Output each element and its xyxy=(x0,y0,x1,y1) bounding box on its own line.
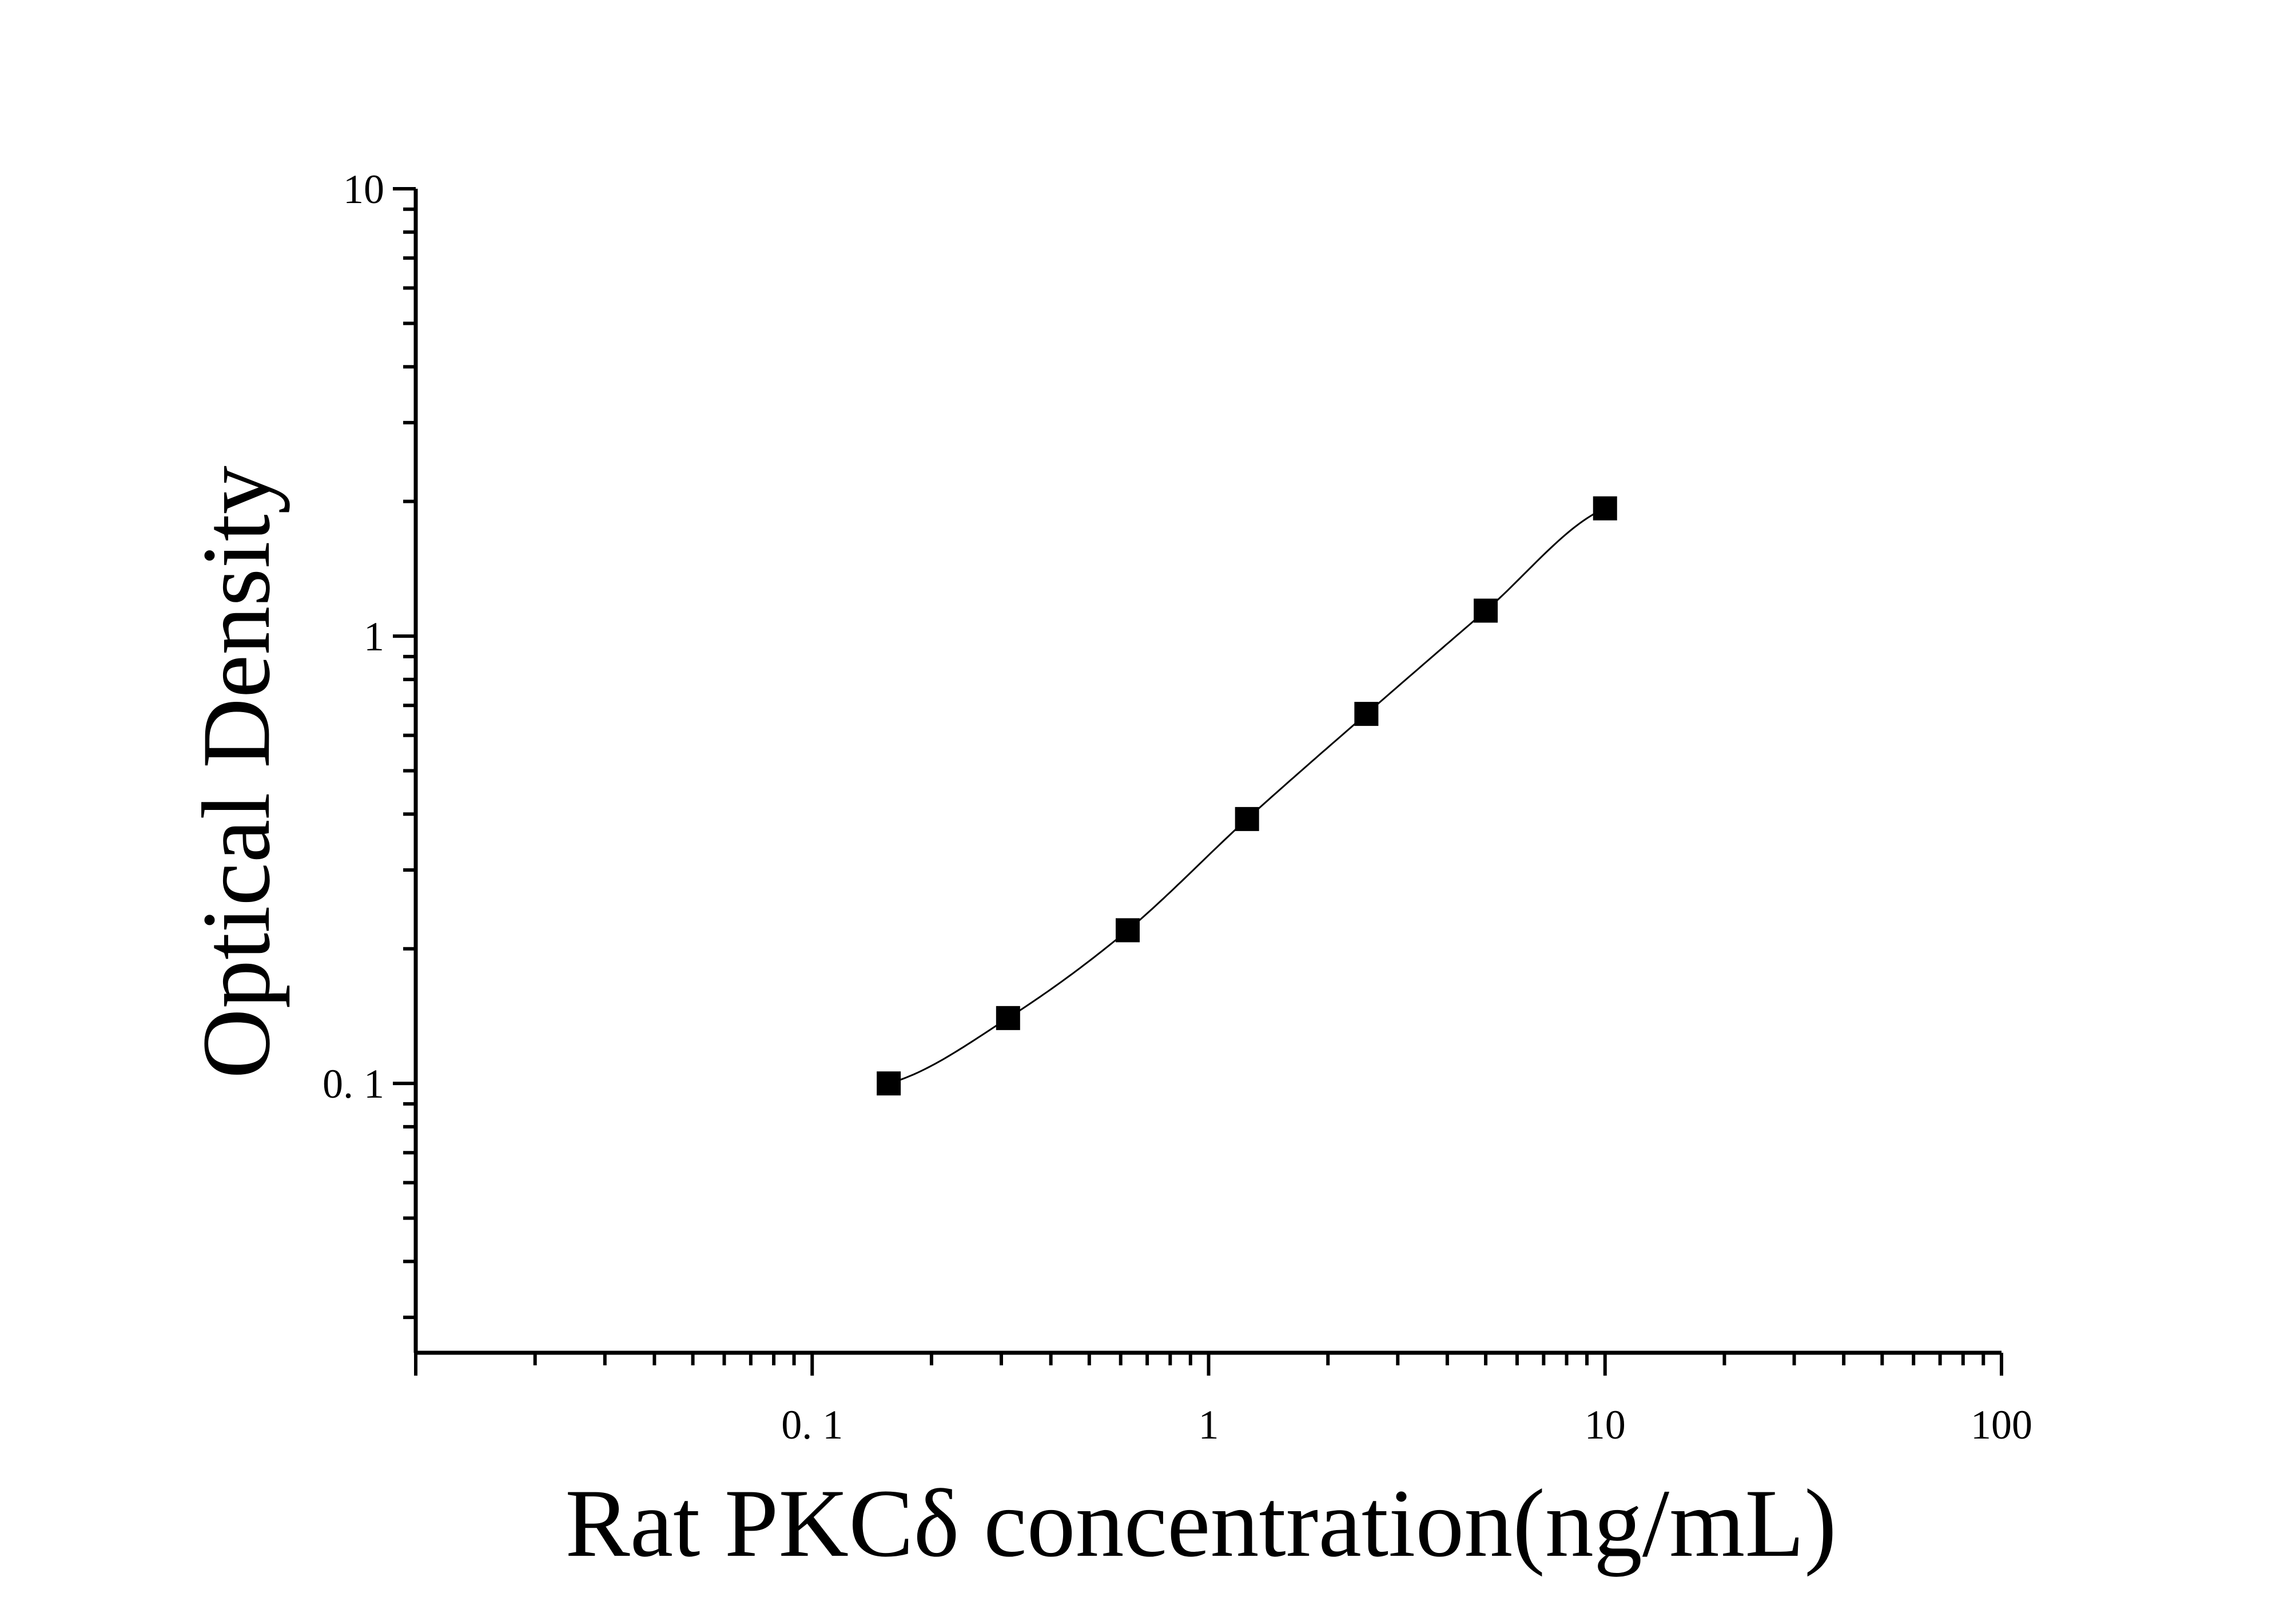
x-axis-ticks: 0. 1 1 10 100 xyxy=(414,1353,2032,1448)
x-tick-label: 1 xyxy=(1199,1402,1219,1448)
data-points xyxy=(877,496,1617,1096)
data-point xyxy=(1593,496,1617,521)
data-point xyxy=(1474,598,1498,623)
data-point xyxy=(996,1006,1020,1030)
y-tick-label: 10 xyxy=(343,166,384,212)
fit-curve xyxy=(880,507,1606,1086)
x-tick-label: 0. 1 xyxy=(781,1402,843,1448)
y-tick-label: 1 xyxy=(364,614,384,660)
y-axis-ticks: 0. 1 1 10 xyxy=(323,166,416,1320)
x-axis-title: Rat PKCδ concentration(ng/mL) xyxy=(565,1469,1837,1577)
data-point xyxy=(877,1071,901,1096)
data-point xyxy=(1115,918,1140,943)
data-point xyxy=(1354,702,1379,726)
data-point xyxy=(1235,807,1259,831)
axes xyxy=(413,189,2001,1355)
fit-line xyxy=(880,507,1606,1086)
y-axis-title: Optical Density xyxy=(182,466,290,1079)
x-tick-label: 100 xyxy=(1971,1402,2032,1448)
x-tick-label: 10 xyxy=(1585,1402,1626,1448)
y-tick-label: 0. 1 xyxy=(323,1061,384,1107)
